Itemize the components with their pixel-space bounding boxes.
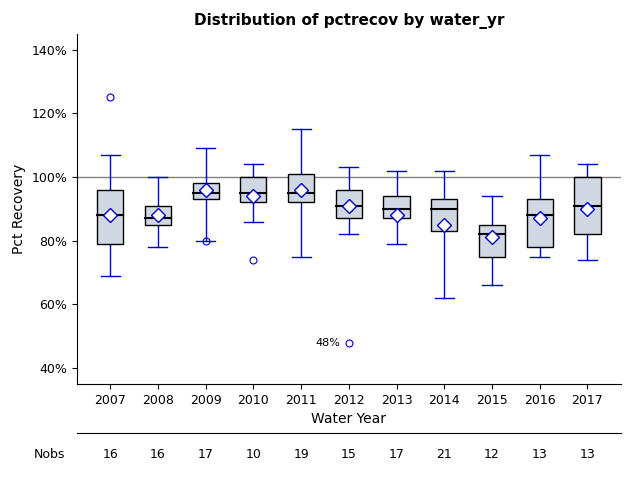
- Bar: [193, 183, 219, 199]
- Text: 19: 19: [293, 447, 309, 461]
- Text: 21: 21: [436, 447, 452, 461]
- Bar: [240, 177, 266, 203]
- Bar: [527, 199, 553, 247]
- Title: Distribution of pctrecov by water_yr: Distribution of pctrecov by water_yr: [193, 13, 504, 29]
- Bar: [335, 190, 362, 218]
- Bar: [97, 190, 124, 244]
- Text: Nobs: Nobs: [33, 447, 65, 461]
- Bar: [431, 199, 458, 231]
- Text: 10: 10: [245, 447, 261, 461]
- Bar: [288, 174, 314, 203]
- Text: 13: 13: [580, 447, 595, 461]
- Text: 16: 16: [102, 447, 118, 461]
- X-axis label: Water Year: Water Year: [311, 412, 387, 426]
- Text: 48%: 48%: [316, 337, 340, 348]
- Bar: [574, 177, 600, 234]
- Bar: [479, 225, 505, 257]
- Text: 16: 16: [150, 447, 166, 461]
- Text: 17: 17: [198, 447, 214, 461]
- Text: 17: 17: [388, 447, 404, 461]
- Text: 13: 13: [532, 447, 548, 461]
- Text: 12: 12: [484, 447, 500, 461]
- Bar: [145, 205, 171, 225]
- Y-axis label: Pct Recovery: Pct Recovery: [12, 164, 26, 254]
- Bar: [383, 196, 410, 218]
- Text: 15: 15: [341, 447, 356, 461]
